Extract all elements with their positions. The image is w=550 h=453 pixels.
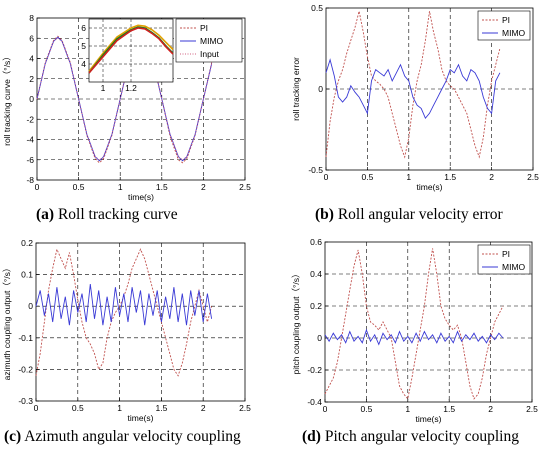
y-tick-label: 0: [29, 94, 34, 104]
x-axis-label: time(s): [128, 413, 154, 423]
legend-label-mimo: MIMO: [502, 262, 526, 272]
y-tick-label: -0.2: [307, 365, 322, 375]
inset-x-tick-label: 1: [101, 83, 106, 93]
inset-series-pi: [88, 24, 174, 72]
y-tick-label: 6: [29, 33, 34, 43]
x-tick-label: 2: [201, 182, 206, 192]
x-tick-label: 1.5: [444, 172, 456, 182]
x-tick-label: 1.5: [155, 403, 167, 413]
y-tick-label: 0.2: [310, 301, 322, 311]
x-tick-label: 1: [406, 172, 411, 182]
inset-y-tick-label: 4: [81, 59, 86, 69]
x-tick-label: 2: [489, 172, 494, 182]
y-tick-label: 0: [28, 301, 33, 311]
chart-1: 0 0.5 1 1.5 2 2.5 -8 -6 -4 -2 0 2 4 6 8 time(s) roll tra…: [2, 13, 251, 202]
y-tick-label: 0: [317, 333, 322, 343]
x-tick-label: 1.5: [443, 404, 455, 414]
y-tick-label: -0.4: [307, 397, 322, 407]
legend-label-pi: PI: [502, 15, 510, 25]
legend-box: [477, 244, 531, 275]
y-axis-label: roll tracking curve（°/s）: [2, 52, 12, 146]
y-tick-label: 0.6: [310, 237, 322, 247]
legend-label-input: Input: [200, 49, 220, 59]
y-axis-label: roll tracking error: [291, 57, 301, 121]
y-tick-label: -0.3: [18, 396, 33, 406]
legend-label-pi: PI: [200, 23, 208, 33]
series-line-pi: [35, 247, 213, 377]
x-axis-label: time(s): [417, 182, 443, 192]
y-tick-label: 0.1: [21, 270, 33, 280]
y-tick-label: -2: [26, 114, 34, 124]
x-tick-label: 1: [117, 403, 122, 413]
legend-label-pi: PI: [502, 249, 510, 259]
x-tick-label: 0.5: [360, 404, 372, 414]
x-tick-label: 2.5: [239, 182, 251, 192]
caption-a: (a) Roll tracking curve: [36, 206, 178, 223]
chart-3: 0 0.5 1 1.5 2 2.5 -0.3 -0.2 -0.1 0 0.1 0.2 time(s) az…: [2, 238, 531, 423]
legend-label-mimo: MIMO: [200, 36, 224, 46]
x-tick-label: 2.5: [526, 404, 538, 414]
inset-series-input: [88, 27, 174, 74]
x-tick-label: 0: [323, 404, 328, 414]
inset-y-tick-label: 6: [81, 23, 86, 33]
y-tick-label: -8: [26, 175, 34, 185]
inset-x-tick-label: 1.2: [125, 83, 137, 93]
legend-box: [477, 10, 531, 41]
y-tick-label: 2: [29, 74, 34, 84]
y-tick-label: 0.5: [311, 3, 323, 13]
chart-4: 0 0.5 1 1.5 2 2.5 -0.4 -0.2 0 0.2 0.4 0.6 time(s) pit…: [291, 237, 538, 424]
x-tick-label: 0.5: [361, 172, 373, 182]
x-tick-label: 0: [34, 403, 39, 413]
x-tick-label: 2: [488, 404, 493, 414]
series-line-pi: [324, 248, 504, 400]
series-line-mimo: [324, 328, 504, 346]
x-tick-label: 2.5: [239, 403, 251, 413]
y-tick-label: 0.4: [310, 269, 322, 279]
inset-chart: 1 1.2 4 5 6: [81, 18, 174, 93]
y-tick-label: -0.5: [308, 165, 323, 175]
y-axis-label: azimuth coupling output（°/s）: [2, 264, 12, 381]
y-tick-label: 0.2: [21, 238, 33, 248]
legend-label-mimo: MIMO: [502, 28, 526, 38]
x-tick-label: 1: [118, 182, 123, 192]
plot-frame: [324, 241, 533, 403]
x-tick-label: 0.5: [72, 403, 84, 413]
x-tick-label: 0.5: [73, 182, 85, 192]
series-line-mimo: [325, 58, 501, 120]
caption-b: (b) Roll angular velocity error: [315, 206, 503, 223]
x-axis-label: time(s): [128, 192, 154, 202]
series-line-mimo: [35, 284, 213, 326]
y-tick-label: 8: [29, 13, 34, 23]
inset-y-tick-label: 5: [81, 41, 86, 51]
y-tick-label: -0.2: [18, 364, 33, 374]
x-tick-label: 1.5: [156, 182, 168, 192]
plot-frame: [35, 242, 246, 402]
caption-d: (d) Pitch angular velocity coupling: [302, 428, 519, 445]
y-tick-label: -4: [26, 135, 34, 145]
x-tick-label: 2: [201, 403, 206, 413]
y-tick-label: -0.1: [18, 333, 33, 343]
plot-area: [36, 243, 245, 401]
series-line-pi: [325, 11, 501, 159]
series-line-pi: [36, 34, 213, 164]
x-tick-label: 2.5: [527, 172, 539, 182]
x-tick-label: 1: [405, 404, 410, 414]
y-axis-label: pitch coupling output（°/s）: [291, 270, 301, 375]
x-tick-label: 0: [324, 172, 329, 182]
caption-c: (c) Azimuth angular velocity coupling: [4, 428, 241, 445]
y-tick-label: 4: [29, 54, 34, 64]
x-tick-label: 0: [35, 182, 40, 192]
y-tick-label: 0: [318, 84, 323, 94]
y-tick-label: -6: [26, 155, 34, 165]
x-axis-label: time(s): [416, 414, 442, 424]
